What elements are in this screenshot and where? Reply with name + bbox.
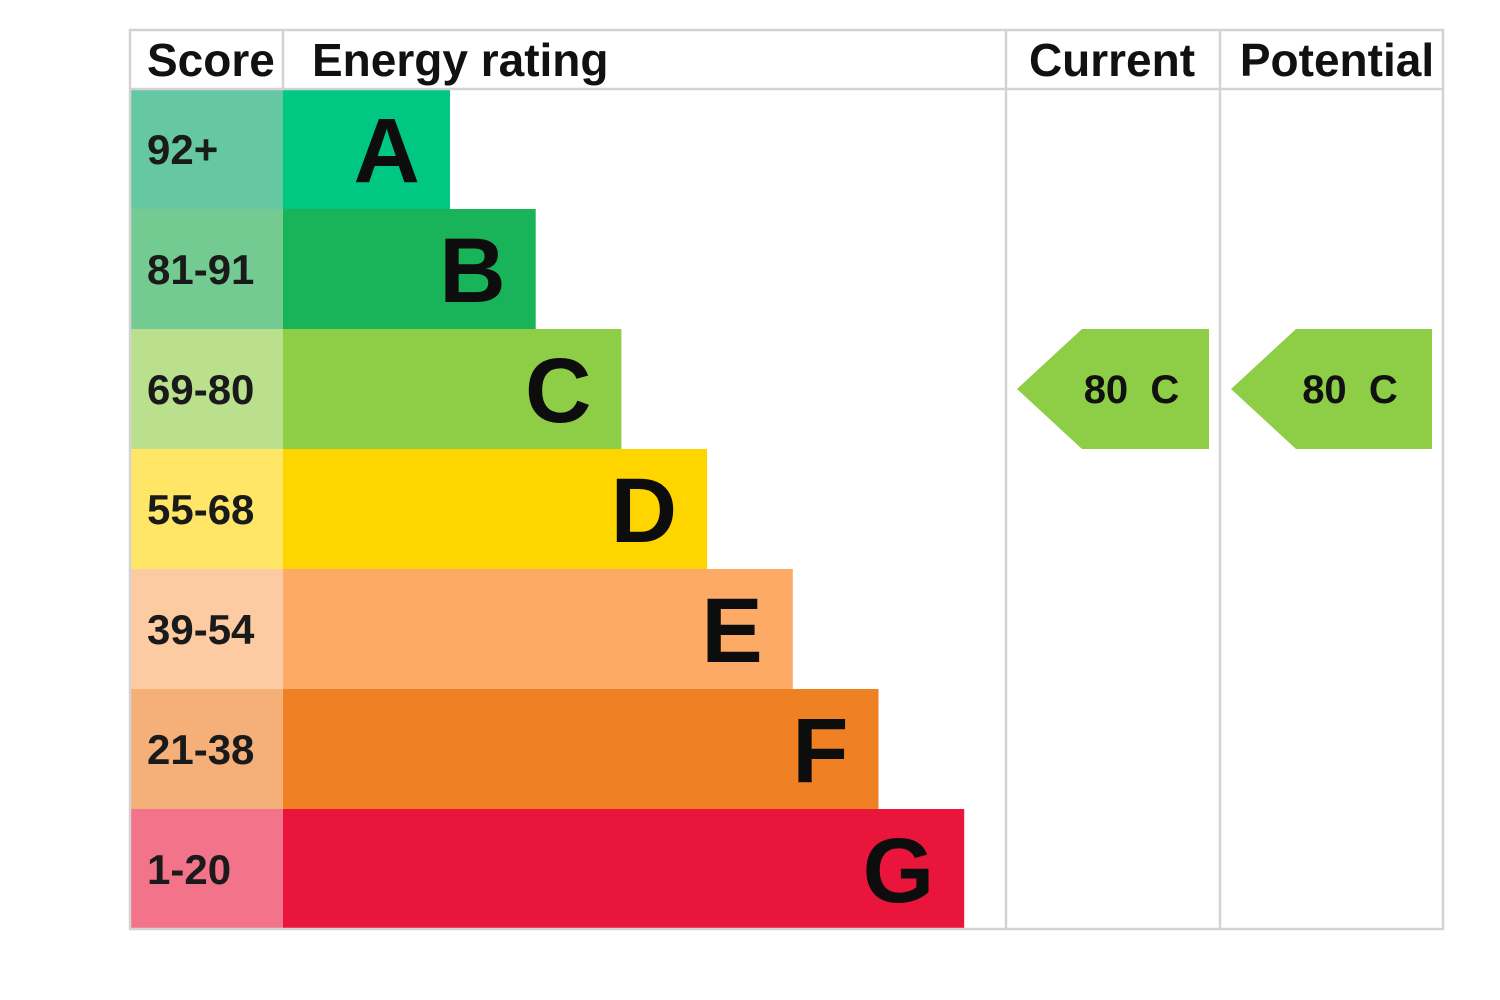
grid-layer — [128, 28, 1445, 931]
score-cell-f — [130, 689, 283, 809]
table-border — [128, 28, 1445, 931]
score-cell-b — [130, 209, 283, 329]
header-energy-rating: Energy rating — [312, 34, 609, 86]
score-label-f: 21-38 — [147, 726, 254, 773]
rating-letter-f: F — [792, 700, 848, 802]
header-score: Score — [147, 34, 275, 86]
score-cell-a — [130, 89, 283, 209]
score-label-b: 81-91 — [147, 246, 254, 293]
arrows-layer: 80 C 80 C — [1017, 329, 1432, 449]
score-label-g: 1-20 — [147, 846, 231, 893]
rating-letter-e: E — [701, 580, 762, 682]
rating-bar-b — [283, 209, 536, 329]
score-cell-g — [130, 809, 283, 929]
bands-layer: 92+ A 81-91 B 69-80 C 55-68 D 39-54 E 21-38 F 1-20 G — [130, 89, 965, 929]
rating-letter-c: C — [525, 340, 591, 442]
rating-bar-d — [283, 449, 708, 569]
current-arrow — [1017, 329, 1209, 449]
rating-bar-a — [283, 89, 450, 209]
header-layer: Score Energy rating Current Potential — [147, 34, 1434, 86]
score-cell-e — [130, 569, 283, 689]
score-label-e: 39-54 — [147, 606, 255, 653]
potential-arrow-label: 80 C — [1302, 368, 1398, 412]
rating-letter-b: B — [439, 220, 505, 322]
score-cell-c — [130, 329, 283, 449]
rating-bar-e — [283, 569, 793, 689]
score-label-d: 55-68 — [147, 486, 254, 533]
score-label-a: 92+ — [147, 126, 218, 173]
score-cell-d — [130, 449, 283, 569]
rating-bar-c — [283, 329, 622, 449]
rating-letter-g: G — [863, 820, 935, 922]
potential-arrow — [1231, 329, 1432, 449]
score-label-c: 69-80 — [147, 366, 254, 413]
rating-bar-g — [283, 809, 965, 929]
rating-letter-a: A — [354, 100, 420, 202]
header-potential: Potential — [1240, 34, 1434, 86]
rating-letter-d: D — [611, 460, 677, 562]
header-current: Current — [1029, 34, 1195, 86]
rating-bar-f — [283, 689, 879, 809]
current-arrow-label: 80 C — [1084, 368, 1180, 412]
